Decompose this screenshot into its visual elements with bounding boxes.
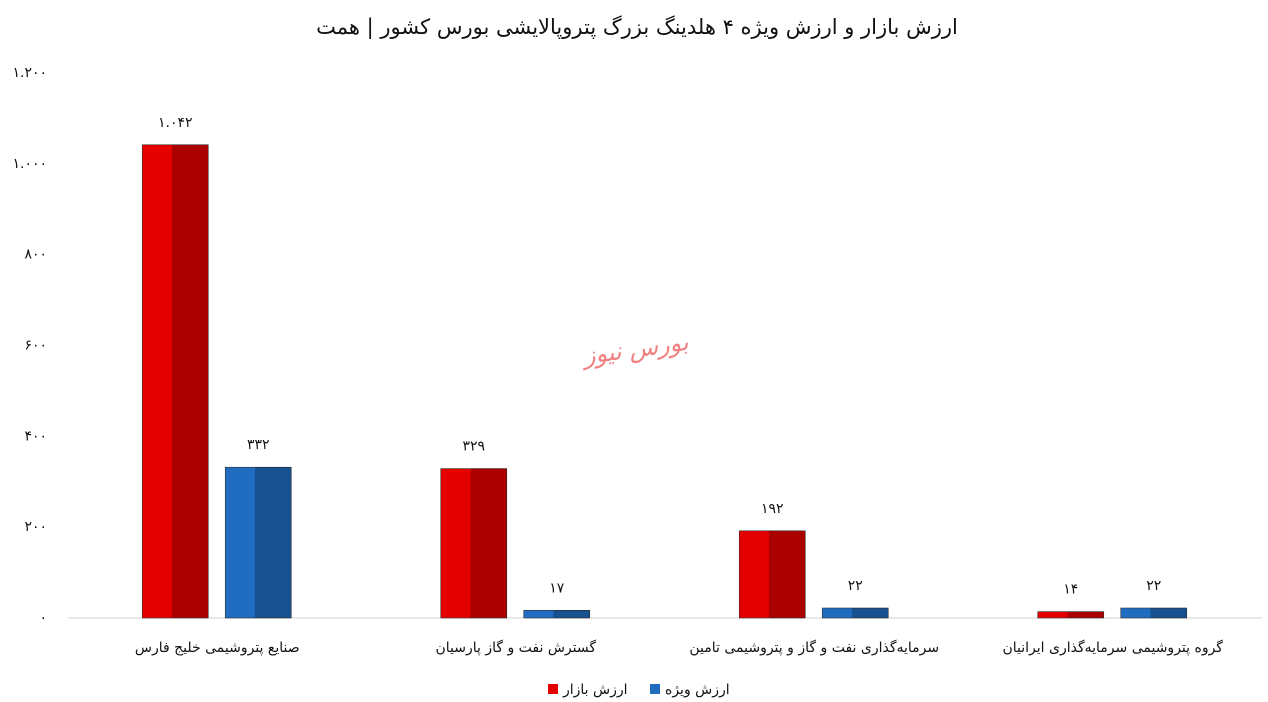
y-tick-label: ۶۰۰ (24, 338, 47, 354)
y-tick-label: ۰ (39, 610, 47, 626)
bar (141, 144, 209, 619)
y-tick-label: ۲۰۰ (24, 519, 47, 535)
legend-swatch (548, 684, 558, 694)
bar (440, 468, 508, 619)
legend-label: ارزش ویژه (665, 682, 730, 698)
y-tick-label: ۴۰۰ (24, 428, 47, 444)
x-tick-label: صنایع پتروشیمی خلیج فارس (135, 640, 300, 656)
data-label: ۲۲ (1146, 578, 1161, 594)
data-label: ۳۲۹ (462, 439, 485, 455)
bar (738, 530, 806, 619)
data-label: ۱۷ (549, 580, 565, 596)
legend-swatch (650, 684, 660, 694)
legend-label: ارزش بازار (562, 682, 628, 698)
chart-title: ارزش بازار و ارزش ویژه ۴ هلدینگ بزرگ پتر… (316, 15, 958, 40)
watermark: بورس نیوز (579, 328, 691, 371)
y-tick-label: ۱.۲۰۰ (12, 65, 47, 81)
bar (1037, 611, 1105, 619)
bar (224, 466, 292, 619)
x-tick-label: گروه پتروشیمی سرمایه‌گذاری ایرانیان (1003, 639, 1224, 656)
x-tick-label: سرمایه‌گذاری نفت و گاز و پتروشیمی تامین (689, 639, 939, 656)
data-label: ۲۲ (848, 578, 863, 594)
y-tick-label: ۸۰۰ (24, 247, 47, 263)
bar (523, 609, 591, 619)
bar (821, 607, 889, 619)
data-label: ۱۹۲ (761, 501, 784, 517)
data-label: ۱۴ (1063, 582, 1078, 598)
data-label: ۳۳۲ (247, 437, 270, 453)
x-tick-label: گسترش نفت و گاز پارسیان (435, 639, 596, 656)
y-tick-label: ۱.۰۰۰ (12, 156, 47, 172)
bar (1120, 607, 1188, 619)
data-label: ۱.۰۴۲ (158, 115, 193, 131)
